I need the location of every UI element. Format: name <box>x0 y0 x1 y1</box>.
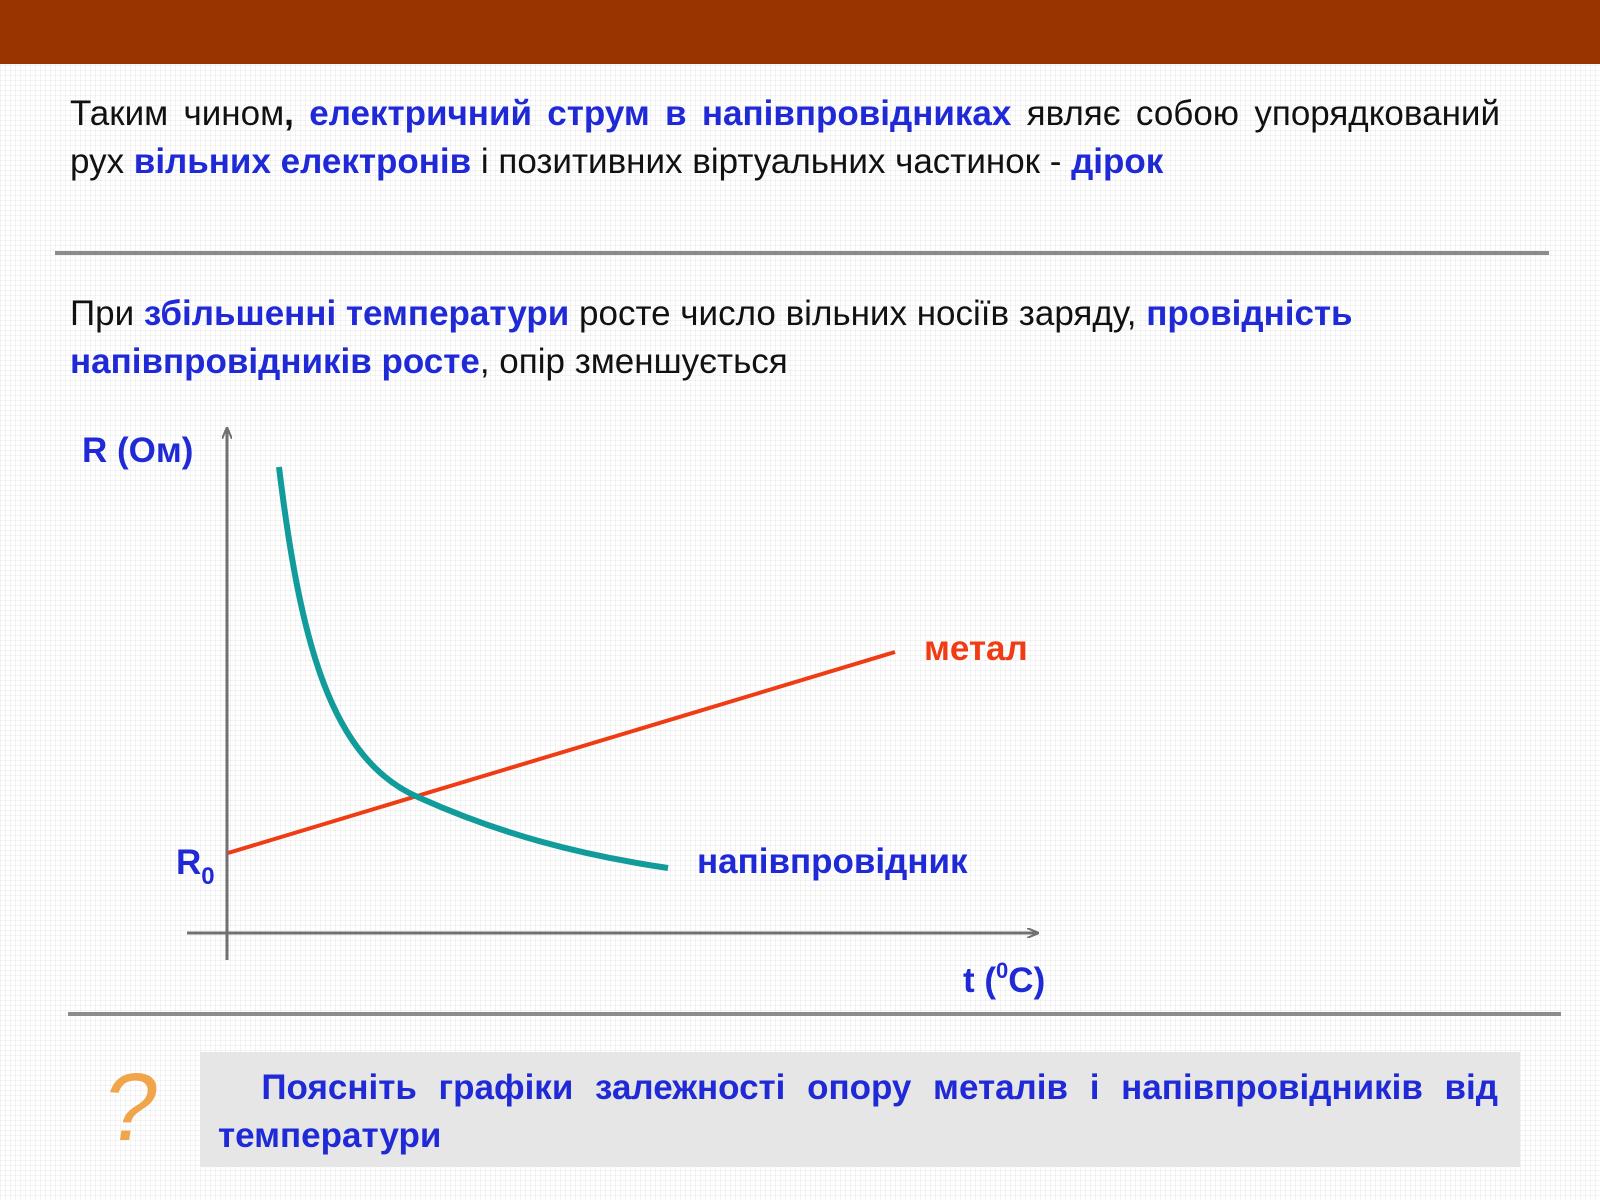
x-axis-label: t (0C) <box>963 958 1045 1000</box>
metal-label: метал <box>924 629 1028 668</box>
temperature-text-1: При <box>70 294 144 333</box>
semiconductor-curve <box>276 466 669 871</box>
temperature-paragraph: При збільшенні температури росте число в… <box>70 290 1500 386</box>
intro-paragraph: Таким чином, електричний струм в напівпр… <box>70 90 1500 186</box>
intro-highlight-current: електричний струм в напівпровідниках <box>293 94 1012 133</box>
intro-text-3: і позитивних віртуальних частинок - <box>471 142 1072 181</box>
task-box: Поясніть графіки залежності опору металі… <box>200 1052 1520 1167</box>
temperature-text-2: росте число вільних носіїв заряду, <box>569 294 1147 333</box>
temperature-highlight-conductivity: провідність напівпровідників росте <box>70 294 1353 381</box>
r0-label: R0 <box>176 843 215 890</box>
intro-text-2: являє собою упорядкований рух <box>70 94 1500 181</box>
divider-top <box>55 251 1549 255</box>
divider-bottom <box>68 1012 1561 1016</box>
intro-highlight-electrons: вільних електронів <box>133 142 472 181</box>
temperature-highlight-increase: збільшенні температури <box>143 294 570 333</box>
temperature-text-3: , опір зменшується <box>479 342 788 381</box>
header-bar <box>0 0 1600 64</box>
task-text: Поясніть графіки залежності опору металі… <box>218 1068 1508 1155</box>
metal-line <box>227 650 896 855</box>
y-axis-label: R (Ом) <box>82 431 193 470</box>
intro-comma: , <box>284 94 294 133</box>
semiconductor-label: напівпровідник <box>697 842 968 881</box>
intro-highlight-holes: дірок <box>1071 142 1164 181</box>
intro-text-1: Таким чином <box>70 94 285 133</box>
